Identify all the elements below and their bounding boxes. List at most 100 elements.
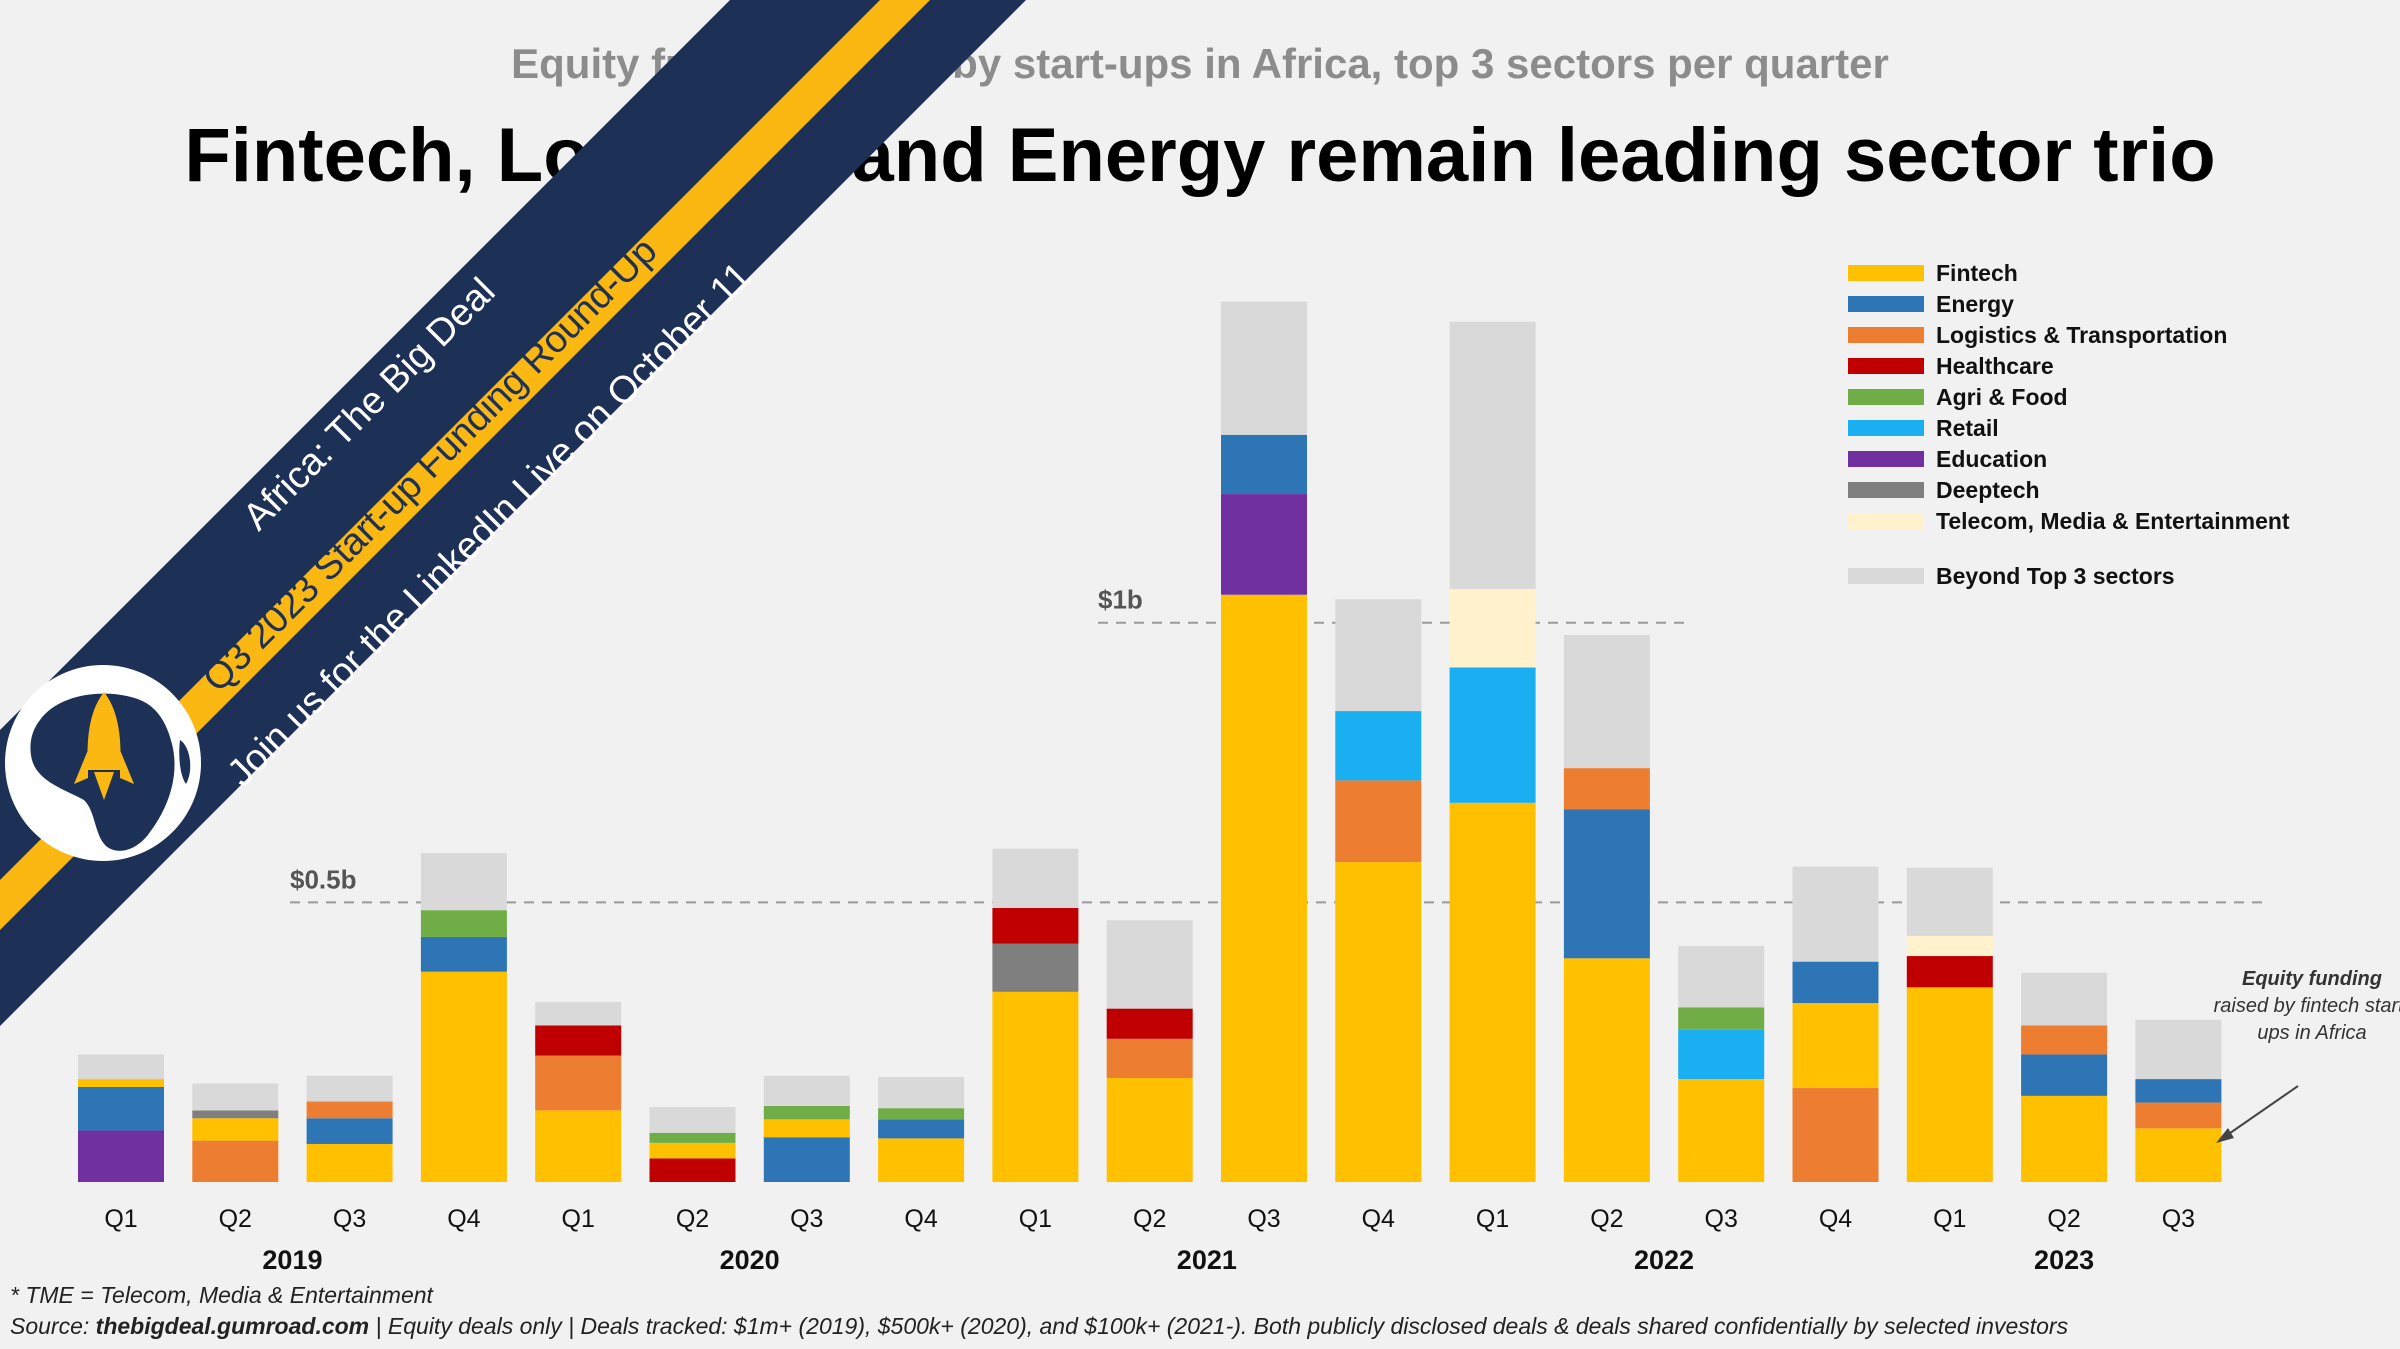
bar-segment-logistics xyxy=(2021,1025,2108,1055)
bar-segment-fintech xyxy=(2021,1095,2108,1182)
bar-segment-fintech xyxy=(992,991,1079,1182)
source-site: thebigdeal.gumroad.com xyxy=(95,1313,370,1339)
bar-stack xyxy=(1563,635,1650,1182)
legend-swatch xyxy=(1848,296,1924,312)
bar-segment-healthcare xyxy=(535,1025,622,1056)
bar-segment-energy xyxy=(2021,1054,2108,1096)
bar-segment-agri xyxy=(878,1108,965,1120)
bar-segment-fintech xyxy=(1449,802,1536,1182)
annotation-fintech: Equity funding raised by fintech start-u… xyxy=(2212,966,2400,1047)
legend-item: Energy xyxy=(1848,289,2014,319)
bar-segment-fintech xyxy=(78,1079,164,1087)
bar-segment-beyond xyxy=(878,1076,965,1109)
bar-segment-fintech xyxy=(649,1142,736,1159)
promo-banner: Africa: The Big Deal Q3 2023 Start-up Fu… xyxy=(0,0,1026,1026)
bar-segment-beyond xyxy=(1449,321,1536,590)
year-label: 2020 xyxy=(720,1245,780,1275)
legend-label: Beyond Top 3 sectors xyxy=(1936,562,2175,589)
bar-segment-energy xyxy=(420,937,507,972)
reference-line-label: $0.5b xyxy=(290,864,357,894)
legend-item: Beyond Top 3 sectors xyxy=(1848,561,2175,591)
legend-item: Deeptech xyxy=(1848,475,2040,505)
bar-stack xyxy=(306,1075,393,1182)
bar-segment-tme xyxy=(1449,589,1536,668)
legend-swatch xyxy=(1848,420,1924,436)
bar-segment-beyond xyxy=(535,1001,622,1026)
bar-stack xyxy=(992,848,1079,1182)
bar-segment-fintech xyxy=(306,1143,393,1182)
x-tick-label: Q1 xyxy=(1476,1205,1509,1233)
bar-stack xyxy=(1221,301,1307,1182)
annotation-text: raised by fintech start-ups in Africa xyxy=(2213,995,2400,1044)
bar-segment-beyond xyxy=(420,853,507,911)
legend-item: Agri & Food xyxy=(1848,382,2068,412)
bar-segment-beyond xyxy=(1106,920,1193,1009)
bar-segment-beyond xyxy=(1906,867,1993,936)
footnote-source: Source: thebigdeal.gumroad.com | Equity … xyxy=(10,1313,2068,1340)
legend-swatch xyxy=(1848,482,1924,498)
bar-segment-beyond xyxy=(78,1054,164,1080)
bar-segment-agri xyxy=(420,910,507,938)
legend-item: Logistics & Transportation xyxy=(1848,320,2227,350)
bar-stack xyxy=(649,1107,736,1182)
x-tick-label: Q2 xyxy=(676,1205,709,1233)
bar-segment-fintech xyxy=(1906,987,1993,1182)
bar-segment-beyond xyxy=(1335,599,1422,712)
bar-segment-logistics xyxy=(1106,1038,1193,1078)
bar-segment-logistics xyxy=(2135,1102,2222,1129)
bar-segment-agri xyxy=(649,1132,736,1143)
legend-label: Deeptech xyxy=(1936,476,2040,503)
legend-label: Telecom, Media & Entertainment xyxy=(1936,507,2290,534)
bar-segment-deeptech xyxy=(992,943,1079,992)
bar-segment-retail xyxy=(1335,711,1422,781)
x-tick-label: Q3 xyxy=(790,1205,823,1233)
bar-stack xyxy=(1906,867,1993,1182)
source-label: Source: xyxy=(10,1313,96,1339)
bar-segment-logistics xyxy=(1792,1088,1879,1182)
bar-segment-energy xyxy=(78,1086,164,1131)
bar-segment-fintech xyxy=(1106,1077,1193,1182)
x-tick-label: Q3 xyxy=(2162,1205,2195,1233)
bar-stack xyxy=(78,1054,164,1182)
bar-segment-beyond xyxy=(1678,945,1765,1008)
bar-segment-fintech xyxy=(2135,1128,2222,1182)
bar-segment-healthcare xyxy=(1906,956,1993,988)
x-tick-label: Q1 xyxy=(1019,1205,1052,1233)
bar-segment-logistics xyxy=(192,1140,279,1182)
bar-stack xyxy=(2135,1019,2222,1182)
year-label: 2023 xyxy=(2034,1245,2094,1275)
bar-segment-logistics xyxy=(1563,768,1650,810)
legend-label: Energy xyxy=(1936,290,2014,317)
legend-swatch xyxy=(1848,513,1924,529)
bar-segment-energy xyxy=(763,1137,850,1182)
legend-label: Healthcare xyxy=(1936,352,2054,379)
bar-stack xyxy=(535,1001,622,1182)
bar-segment-beyond xyxy=(1563,635,1650,769)
bar-segment-fintech xyxy=(1221,594,1307,1182)
x-tick-label: Q2 xyxy=(1133,1205,1166,1233)
bar-segment-fintech xyxy=(1335,862,1422,1182)
bar-segment-fintech xyxy=(1792,1003,1879,1089)
x-tick-label: Q3 xyxy=(1247,1205,1280,1233)
bar-stack xyxy=(1792,866,1879,1182)
bar-segment-retail xyxy=(1449,667,1536,803)
bar-segment-beyond xyxy=(192,1083,279,1111)
africa-rocket-icon xyxy=(5,665,201,861)
bar-segment-beyond xyxy=(649,1107,736,1133)
legend-swatch xyxy=(1848,358,1924,374)
bar-segment-energy xyxy=(1792,961,1879,1004)
bar-segment-retail xyxy=(1678,1029,1765,1080)
bar-segment-healthcare xyxy=(1106,1008,1193,1039)
legend-item: Fintech xyxy=(1848,258,2018,288)
bar-segment-beyond xyxy=(2021,972,2108,1026)
bar-segment-logistics xyxy=(1335,780,1422,863)
bar-segment-beyond xyxy=(1792,866,1879,962)
bar-stack xyxy=(192,1083,279,1182)
legend-label: Education xyxy=(1936,445,2048,472)
legend-label: Fintech xyxy=(1936,259,2018,286)
x-tick-label: Q4 xyxy=(447,1205,480,1233)
bar-segment-energy xyxy=(306,1118,393,1144)
bar-segment-deeptech xyxy=(192,1110,279,1119)
legend-swatch xyxy=(1848,389,1924,405)
chart-title: Fintech, Logistics and Energy remain lea… xyxy=(184,113,2216,198)
